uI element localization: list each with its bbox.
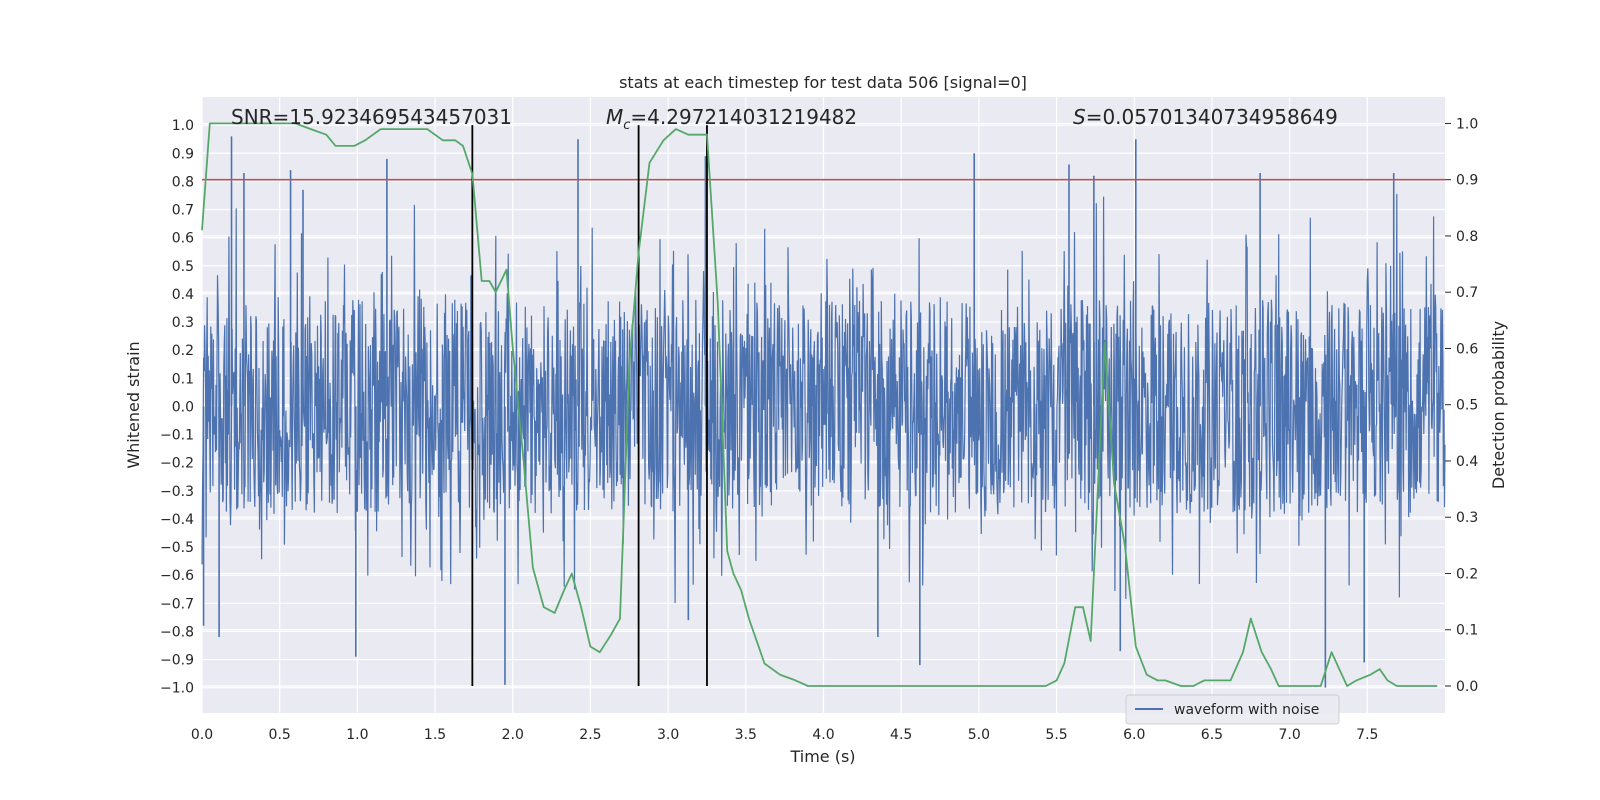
y-tick-label: −0.2 (160, 456, 194, 472)
y-right-tick-label: 1.0 (1456, 116, 1478, 132)
x-tick-label: 5.0 (968, 727, 990, 743)
y-right-axis-title: Detection probability (1489, 321, 1508, 489)
chirp-mass-symbol: M (606, 105, 623, 129)
y-tick-label: 0.0 (172, 399, 194, 415)
x-tick-label: 0.5 (269, 727, 291, 743)
x-tick-label: 2.0 (502, 727, 524, 743)
x-tick-label: 7.0 (1278, 727, 1300, 743)
y-tick-label: 0.6 (172, 231, 194, 247)
y-tick-label: 0.5 (172, 259, 194, 275)
legend-box (1125, 694, 1340, 725)
chirp-mass-value: =4.297214031219482 (630, 105, 857, 129)
significance-symbol: S (1073, 105, 1086, 129)
y-tick-label: −0.6 (160, 568, 194, 584)
x-tick-label: 6.5 (1201, 727, 1223, 743)
snr-stat: SNR=15.923469543457031 (231, 105, 512, 129)
y-tick-label: 0.4 (172, 287, 194, 303)
y-right-tick-label: 0.1 (1456, 623, 1478, 639)
legend-label: waveform with noise (1174, 702, 1319, 718)
x-tick-label: 0.0 (191, 727, 213, 743)
y-tick-label: 0.8 (172, 174, 194, 190)
y-right-tick-label: 0.6 (1456, 341, 1478, 357)
x-tick-label: 6.0 (1123, 727, 1145, 743)
y-right-tick-label: 0.4 (1456, 454, 1478, 470)
y-tick-label: 0.9 (172, 146, 194, 162)
chirp-mass-stat: Mc=4.297214031219482 (606, 105, 857, 133)
legend: waveform with noise (1125, 694, 1340, 725)
overlay-lines (201, 122, 1445, 687)
x-tick-label: 4.5 (890, 727, 912, 743)
y-tick-label: −0.8 (160, 624, 194, 640)
significance-value: =0.05701340734958649 (1086, 105, 1338, 129)
y-right-tick-label: 0.5 (1456, 398, 1478, 414)
x-tick-label: 3.0 (657, 727, 679, 743)
x-tick-label: 1.5 (424, 727, 446, 743)
y-tick-label: 0.2 (172, 343, 194, 359)
y-tick-label: −0.9 (160, 653, 194, 669)
x-tick-label: 2.5 (579, 727, 601, 743)
y-tick-label: −0.5 (160, 540, 194, 556)
x-tick-label: 5.5 (1045, 727, 1067, 743)
y-right-tick-label: 0.3 (1456, 510, 1478, 526)
y-tick-label: −0.1 (160, 428, 194, 444)
y-tick-label: −0.3 (160, 484, 194, 500)
x-tick-label: 7.5 (1356, 727, 1378, 743)
axes: 1.0 0.9 0.8 0.7 0.6 0.5 0.4 0.3 0.2 0.1 0.0 −0.1 −0.… (160, 116, 1478, 743)
x-tick-label: 1.0 (346, 727, 368, 743)
y-tick-label: −1.0 (160, 681, 194, 697)
y-right-tick-label: 0.0 (1456, 679, 1478, 695)
y-tick-label: −0.7 (160, 596, 194, 612)
y-right-tick-label: 0.7 (1456, 285, 1478, 301)
x-axis-title: Time (s) (789, 747, 855, 766)
x-tick-label: 3.5 (735, 727, 757, 743)
significance-stat: S=0.05701340734958649 (1073, 105, 1338, 129)
y-tick-label: 1.0 (172, 118, 194, 134)
y-axis-title: Whitened strain (124, 341, 143, 468)
chart-title: stats at each timestep for test data 506… (619, 73, 1027, 92)
y-right-tick-label: 0.8 (1456, 229, 1478, 245)
x-tick-label: 4.0 (812, 727, 834, 743)
y-right-tick-label: 0.9 (1456, 173, 1478, 189)
detection-probability-line (201, 122, 1438, 687)
y-right-tick-label: 0.2 (1456, 566, 1478, 582)
y-tick-label: −0.4 (160, 512, 194, 528)
waveform-series (201, 136, 1446, 688)
waveform-line (201, 193, 1446, 604)
y-tick-label: 0.3 (172, 315, 194, 331)
y-tick-label: 0.1 (172, 371, 194, 387)
chirp-mass-subscript: c (623, 118, 630, 133)
y-tick-label: 0.7 (172, 203, 194, 219)
